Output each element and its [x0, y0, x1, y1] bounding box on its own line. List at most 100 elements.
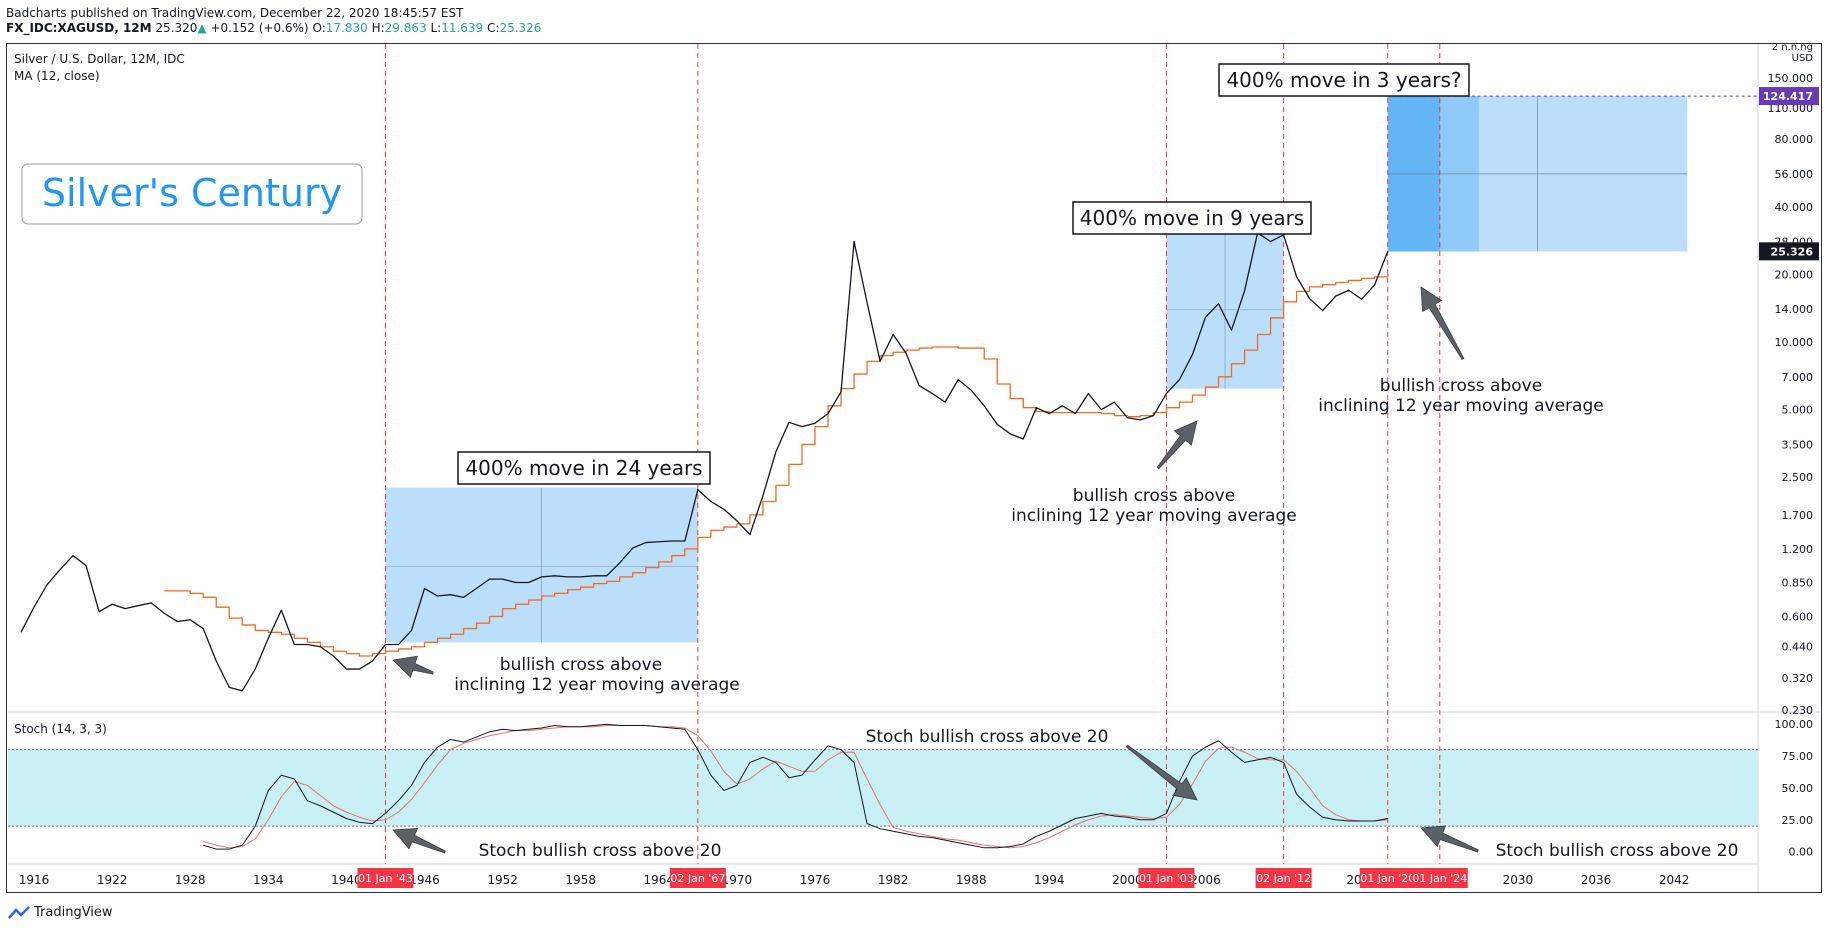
y-tick-label: 0.230: [1782, 704, 1814, 717]
date-badge: [357, 868, 414, 888]
price-change: +0.152 (+0.6%): [210, 21, 309, 35]
x-tick-label: 1988: [956, 873, 987, 887]
high-label: H:: [371, 21, 385, 35]
date-badge: [1138, 868, 1195, 888]
move9-box-label: 400% move in 9 years: [1080, 206, 1304, 230]
symbol-label: FX_IDC:XAGUSD, 12M: [6, 21, 152, 35]
y-tick-label: 1.700: [1782, 509, 1814, 522]
y-axis-unit: USD: [1792, 53, 1814, 64]
x-tick-label: 1946: [409, 873, 440, 887]
up-triangle-icon: ▲: [197, 21, 207, 35]
x-tick-label: 2000: [1112, 873, 1143, 887]
series-legend[interactable]: Silver / U.S. Dollar, 12M, IDC: [14, 52, 185, 66]
stoch-tick-label: 0.00: [1789, 846, 1814, 859]
stoch-k-line: [203, 723, 1388, 850]
x-tick-label: 1964: [644, 873, 675, 887]
y-tick-label: 20.000: [1775, 268, 1814, 281]
stoch-tick-label: 75.00: [1782, 750, 1814, 763]
date-badge: [1359, 868, 1416, 888]
x-tick-label: 2036: [1581, 873, 1612, 887]
date-badge-label: 02 Jan '12: [1256, 872, 1311, 885]
target-value-label: 124.417: [1763, 90, 1813, 103]
stoch1-arrow-icon: [392, 827, 446, 854]
bull2-line2: inclining 12 year moving average: [1011, 506, 1296, 526]
x-tick-label: 2030: [1503, 873, 1534, 887]
price-line: [20, 232, 1389, 692]
y-tick-label: 40.000: [1775, 201, 1814, 214]
stoch-tick-label: 25.00: [1782, 814, 1814, 827]
stoch2-arrow-icon: [1125, 744, 1198, 801]
stoch3-arrow-icon: [1420, 825, 1479, 853]
tradingview-logo-icon: [8, 905, 30, 919]
close-label: C:: [487, 21, 500, 35]
y-tick-label: 0.320: [1782, 672, 1814, 685]
bull1-line1: bullish cross above: [500, 655, 662, 675]
bull1-line2: inclining 12 year moving average: [454, 675, 739, 695]
y-tick-label: 0.850: [1782, 576, 1814, 589]
date-badge-label: 01 Jan '24: [1412, 872, 1467, 885]
publisher-line: Badcharts published on TradingView.com, …: [6, 6, 464, 20]
bull3-arrow-icon: [1420, 286, 1465, 361]
stoch2-label: Stoch bullish cross above 20: [866, 727, 1109, 747]
ma-legend[interactable]: MA (12, close): [14, 69, 100, 83]
bull2-arrow-icon: [1156, 420, 1198, 470]
x-tick-label: 1982: [878, 873, 909, 887]
low-label: L:: [430, 21, 442, 35]
stoch-tick-label: 100.00: [1775, 718, 1814, 731]
y-axis-unit: 2 n.n.ng: [1772, 42, 1813, 53]
open-value: 17.830: [325, 21, 368, 35]
date-badge-label: 02 Jan '67: [670, 872, 725, 885]
high-value: 29.863: [384, 21, 427, 35]
y-tick-label: 1.200: [1782, 543, 1814, 556]
y-tick-label: 3.500: [1782, 438, 1814, 451]
y-tick-label: 14.000: [1775, 303, 1814, 316]
target-value-badge: [1759, 87, 1819, 106]
x-tick-label: 1922: [97, 873, 128, 887]
move9-box: [1072, 201, 1312, 235]
move24-box-label: 400% move in 24 years: [465, 456, 702, 480]
move3-box: [1218, 63, 1470, 97]
x-tick-label: 1970: [722, 873, 753, 887]
stoch1-label: Stoch bullish cross above 20: [479, 841, 722, 861]
open-label: O:: [312, 21, 326, 35]
bull3-line2: inclining 12 year moving average: [1318, 396, 1603, 416]
x-tick-label: 1976: [800, 873, 831, 887]
title-box-label: Silver's Century: [42, 171, 342, 215]
date-badge-label: 01 Jan '03: [1139, 872, 1194, 885]
ohlc-line: FX_IDC:XAGUSD, 12M 25.320▲ +0.152 (+0.6%…: [6, 21, 541, 35]
stoch-legend[interactable]: Stoch (14, 3, 3): [14, 722, 107, 736]
stoch3-label: Stoch bullish cross above 20: [1496, 841, 1739, 861]
y-tick-label: 5.000: [1782, 404, 1814, 417]
y-tick-label: 110.000: [1768, 102, 1814, 115]
y-tick-label: 7.000: [1782, 371, 1814, 384]
move3-box-label: 400% move in 3 years?: [1226, 68, 1461, 92]
date-badge: [669, 868, 726, 888]
stoch-tick-label: 50.00: [1782, 782, 1814, 795]
y-tick-label: 56.000: [1775, 168, 1814, 181]
date-badge-label: 01 Jan '20: [1360, 872, 1415, 885]
y-tick-label: 0.600: [1782, 610, 1814, 623]
x-tick-label: 1952: [487, 873, 518, 887]
x-tick-label: 1940: [331, 873, 362, 887]
footer-brand[interactable]: TradingView: [8, 905, 113, 920]
move24-box: [457, 451, 711, 485]
last-value-label: 25.326: [1771, 245, 1814, 258]
x-tick-label: 1958: [565, 873, 596, 887]
last-value-badge: [1759, 242, 1819, 261]
ma-line: [164, 273, 1389, 657]
low-value: 11.639: [441, 21, 484, 35]
date-badge: [1255, 868, 1312, 888]
x-tick-label: 1916: [19, 873, 50, 887]
y-tick-label: 0.440: [1782, 641, 1814, 654]
chart-frame[interactable]: [6, 43, 1822, 893]
y-tick-label: 10.000: [1775, 336, 1814, 349]
x-tick-label: 2006: [1190, 873, 1221, 887]
x-tick-label: 1994: [1034, 873, 1065, 887]
y-tick-label: 150.000: [1768, 72, 1814, 85]
x-tick-label: 2042: [1659, 873, 1690, 887]
x-tick-label: 1928: [175, 873, 206, 887]
title-box: [21, 163, 363, 225]
bull2-line1: bullish cross above: [1073, 486, 1235, 506]
y-tick-label: 80.000: [1775, 133, 1814, 146]
